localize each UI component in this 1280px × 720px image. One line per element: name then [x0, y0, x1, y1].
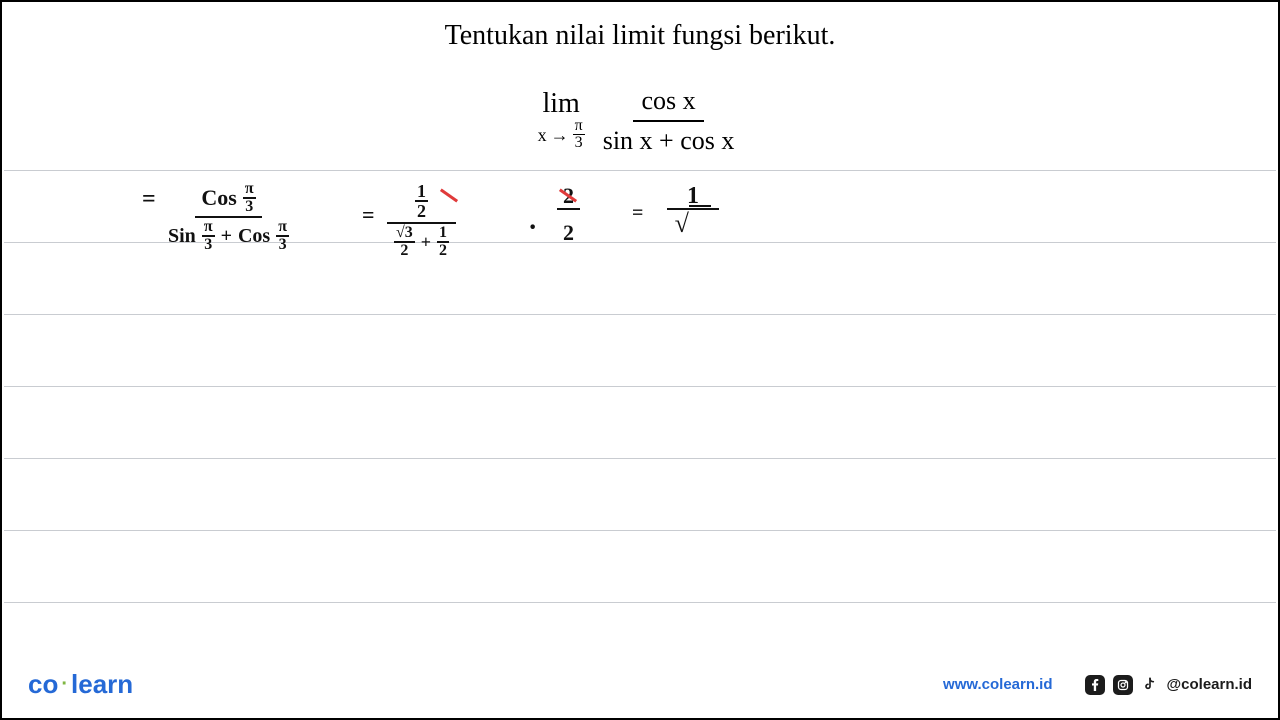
hw-dot: ·	[528, 212, 537, 244]
social-handle: @colearn.id	[1167, 676, 1252, 693]
instagram-icon	[1113, 675, 1133, 695]
rule-line	[4, 530, 1276, 531]
lim-label: lim	[542, 90, 579, 118]
logo-co: co	[28, 669, 58, 700]
lim-approach: x → π 3	[538, 118, 585, 151]
rule-line	[4, 170, 1276, 171]
title: Tentukan nilai limit fungsi berikut.	[2, 2, 1278, 52]
hw-step4-frac: 1 √	[667, 184, 719, 238]
main-fraction: cos x sin x + cos x	[595, 82, 743, 160]
numerator: cos x	[633, 82, 703, 122]
footer: co · learn www.colearn.id @colearn.id	[2, 669, 1278, 700]
rule-line	[4, 602, 1276, 603]
hw-eq-1: =	[142, 186, 156, 213]
logo-dot: ·	[61, 673, 68, 696]
rule-line	[4, 314, 1276, 315]
pi-over-3: π 3	[573, 118, 585, 151]
brand-logo: co · learn	[28, 669, 133, 700]
hw-step1-frac: Cos π 3 Sin π 3 + Cos π 3	[162, 180, 295, 254]
denominator: sin x + cos x	[595, 122, 743, 160]
site-url: www.colearn.id	[943, 676, 1052, 693]
limit-equation: lim x → π 3 cos x sin x + cos x	[2, 82, 1278, 160]
lim-operator: lim x → π 3	[538, 90, 585, 151]
rule-line	[4, 386, 1276, 387]
facebook-icon	[1085, 675, 1105, 695]
hw-eq-3: =	[632, 202, 643, 225]
page: Tentukan nilai limit fungsi berikut. lim…	[2, 2, 1278, 718]
hw-eq-2: =	[362, 202, 375, 228]
footer-right: www.colearn.id @colearn.id	[943, 675, 1252, 695]
rule-line	[4, 458, 1276, 459]
tiktok-icon	[1141, 676, 1159, 694]
logo-learn: learn	[71, 669, 133, 700]
